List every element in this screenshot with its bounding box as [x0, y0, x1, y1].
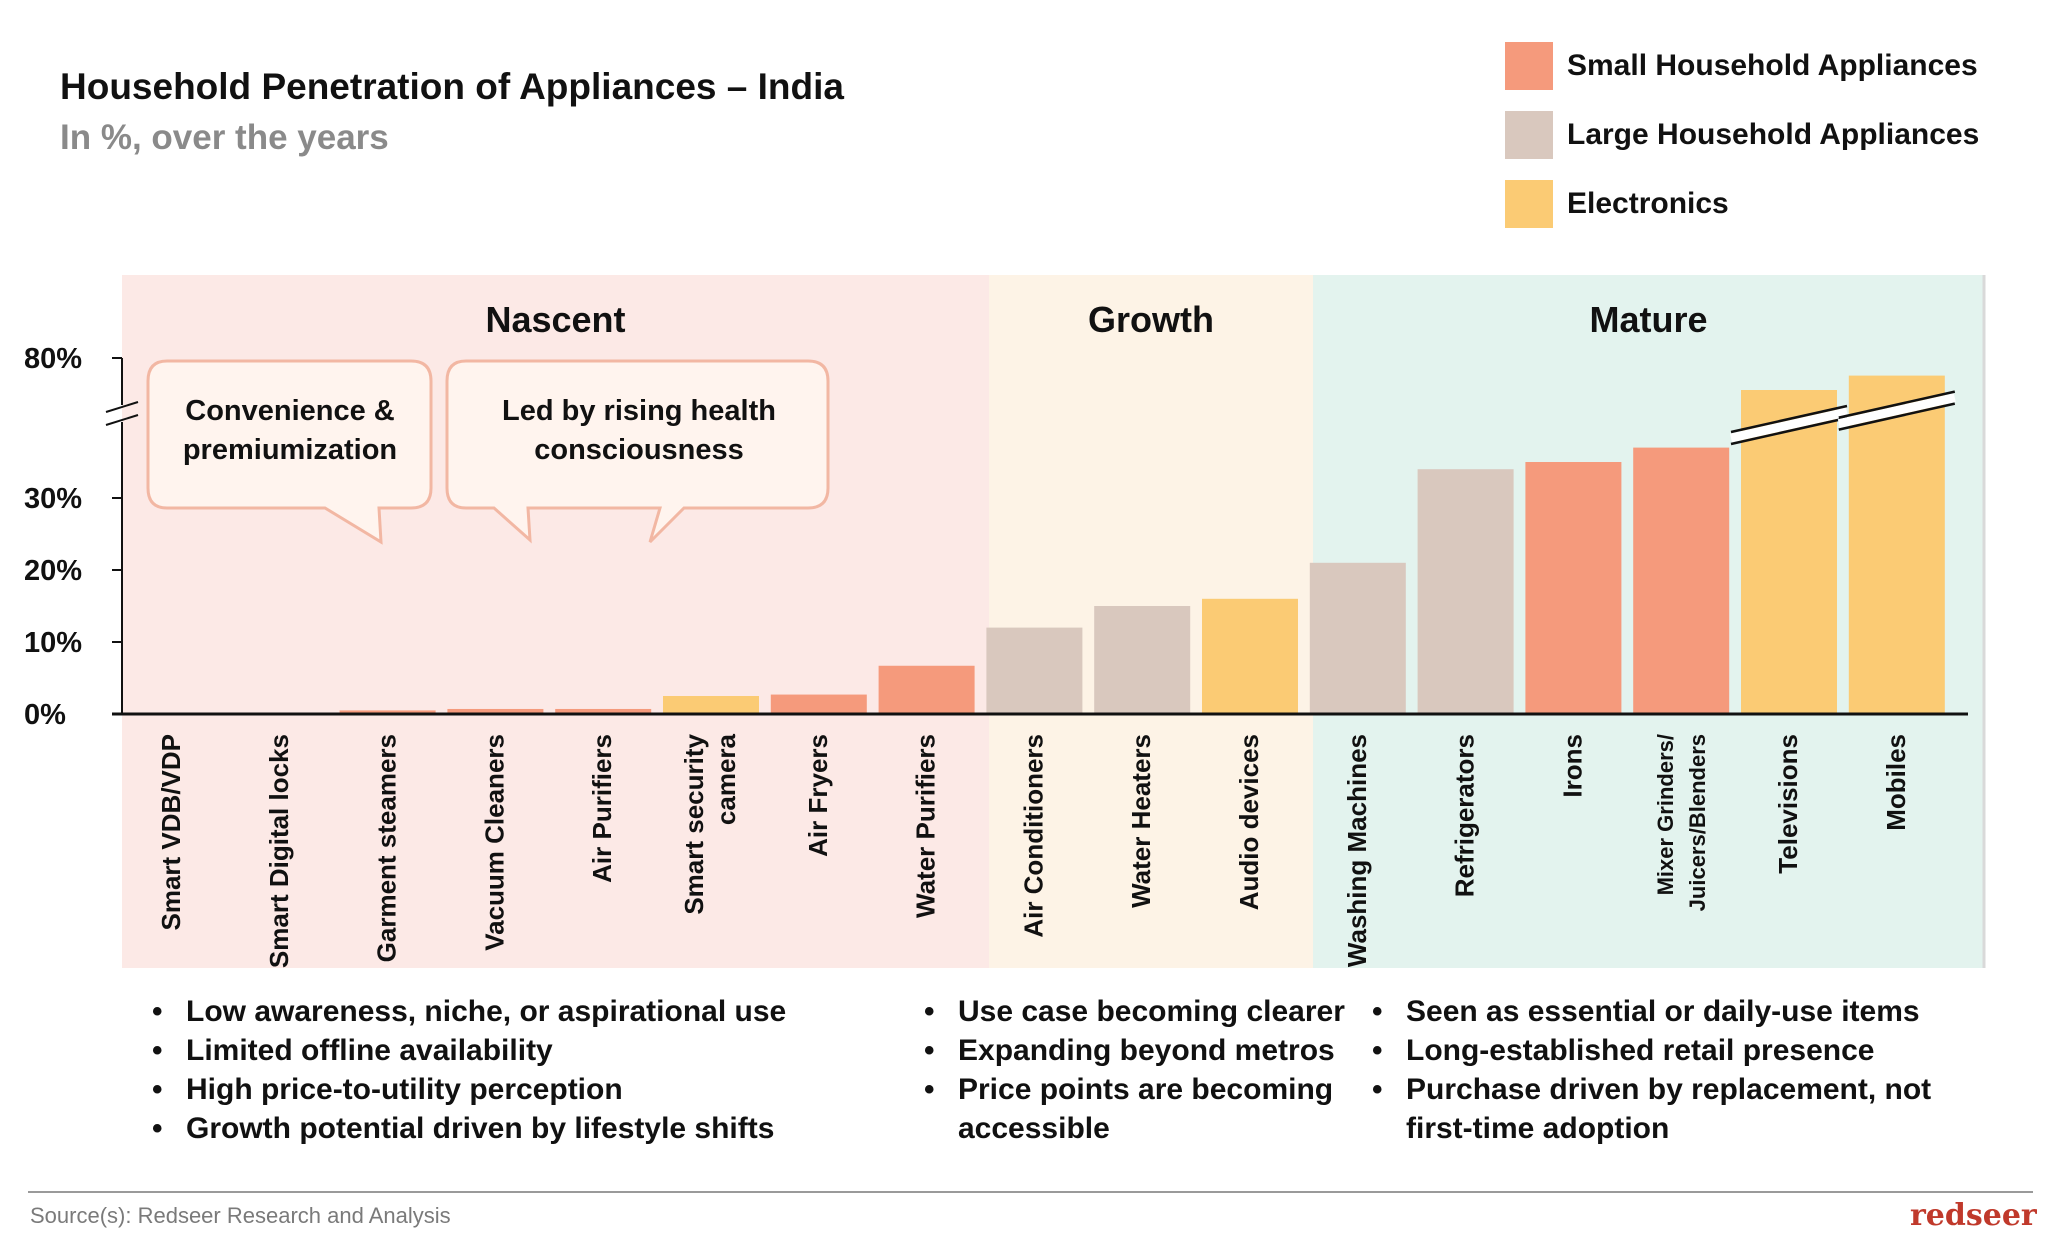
phase-label-growth: Growth — [1088, 299, 1214, 340]
source-note: Source(s): Redseer Research and Analysis — [30, 1203, 451, 1228]
note-growth-3: Price points are becoming — [916, 1070, 1356, 1109]
y-tick-label-10: 10% — [24, 627, 82, 659]
chart-subtitle: In %, over the years — [60, 118, 389, 157]
note-nascent-4: Growth potential driven by lifestyle shi… — [144, 1109, 904, 1148]
bar-break-line1-mobiles — [1838, 390, 1956, 419]
legend-item-large-appliances: Large Household Appliances — [1505, 111, 1979, 159]
bar-refrigerators — [1417, 469, 1514, 714]
y-tick-label-0: 0% — [24, 699, 66, 731]
x-tick-label-garment-steamers: Garment steamers — [372, 734, 402, 962]
bar-washing-machines — [1309, 562, 1406, 714]
x-tick-label-mixer-grinders-juicers-blenders-1: Mixer Grinders/ — [1653, 734, 1678, 895]
callout-health: Led by rising health consciousness — [444, 358, 834, 558]
callout-health-line1: Led by rising health — [502, 395, 776, 427]
bar-mixer-grinders-juicers-blenders — [1633, 447, 1730, 714]
note-mature-3-cont: first-time adoption — [1406, 1112, 1670, 1145]
x-tick-label-air-purifiers: Air Purifiers — [587, 734, 617, 883]
x-tick-label-smart-security-camera-2: camera — [711, 733, 741, 825]
y-axis-break-mark-1 — [105, 401, 139, 413]
x-tick-label-audio-devices: Audio devices — [1234, 734, 1264, 910]
x-tick-label-washing-machines: Washing Machines — [1342, 734, 1372, 967]
callout-convenience-line2: premiumization — [182, 434, 398, 466]
note-growth-3-cont: accessible — [958, 1112, 1110, 1145]
notes-growth: Use case becoming clearer Expanding beyo… — [916, 992, 1356, 1148]
bar-garment-steamers — [339, 710, 436, 714]
legend-item-electronics: Electronics — [1505, 180, 1979, 228]
bar-irons — [1525, 462, 1622, 714]
x-tick-label-smart-security-camera-1: Smart security — [679, 733, 709, 914]
footer-divider — [28, 1191, 2033, 1193]
bar-televisions — [1741, 390, 1837, 714]
legend-swatch-small — [1505, 42, 1553, 90]
x-tick-label-air-conditioners: Air Conditioners — [1018, 734, 1048, 938]
legend-item-small-appliances: Small Household Appliances — [1505, 42, 1979, 90]
y-axis-break-mark-2 — [105, 414, 139, 426]
legend-swatch-electronics — [1505, 180, 1553, 228]
legend-label-large: Large Household Appliances — [1567, 118, 1980, 151]
y-tick-label-30: 30% — [24, 483, 82, 515]
phase-label-nascent: Nascent — [485, 299, 625, 340]
bar-audio-devices — [1202, 598, 1298, 714]
x-tick-label-air-fryers: Air Fryers — [803, 734, 833, 857]
bar-break-gap-televisions — [1730, 407, 1848, 443]
bar-air-conditioners — [986, 627, 1083, 714]
legend-swatch-large — [1505, 111, 1553, 159]
note-nascent-1: Low awareness, niche, or aspirational us… — [144, 992, 904, 1031]
note-nascent-2: Limited offline availability — [144, 1031, 904, 1070]
note-mature-2: Long-established retail presence — [1364, 1031, 2024, 1070]
y-tick-label-80: 80% — [24, 343, 82, 375]
bar-air-fryers — [770, 694, 867, 714]
bar-break-gap-mobiles — [1837, 393, 1956, 428]
notes-nascent: Low awareness, niche, or aspirational us… — [144, 992, 904, 1148]
legend: Small Household Appliances Large Househo… — [1505, 42, 1979, 249]
legend-label-small: Small Household Appliances — [1567, 49, 1978, 82]
note-mature-3: Purchase driven by replacement, not — [1364, 1070, 2024, 1109]
callout-convenience-bubble — [146, 359, 433, 545]
bar-smart-security-camera — [663, 696, 759, 714]
x-tick-label-televisions: Televisions — [1773, 734, 1803, 874]
x-tick-label-smart-digital-locks: Smart Digital locks — [264, 734, 294, 968]
note-mature-1: Seen as essential or daily-use items — [1364, 992, 2024, 1031]
x-tick-label-irons: Irons — [1557, 734, 1587, 798]
bar-break-line2-televisions — [1730, 416, 1848, 446]
note-growth-2: Expanding beyond metros — [916, 1031, 1356, 1070]
x-tick-label-smart-vdb-vdp: Smart VDB/VDP — [156, 734, 186, 931]
callout-health-bubble — [445, 359, 830, 544]
x-tick-label-refrigerators: Refrigerators — [1450, 734, 1480, 897]
bar-water-heaters — [1094, 606, 1191, 714]
x-tick-label-mixer-grinders-juicers-blenders-2: Juicers/Blenders — [1685, 734, 1710, 911]
x-tick-label-mobiles: Mobiles — [1881, 734, 1911, 831]
penetration-bar-chart: Nascent Growth Mature 0% 10% 20% 30% 80% Smart V… — [24, 275, 1986, 968]
x-tick-label-water-purifiers: Water Purifiers — [911, 734, 941, 918]
phase-label-mature: Mature — [1589, 299, 1707, 340]
callout-convenience-line1: Convenience & — [185, 395, 395, 427]
bar-water-purifiers — [878, 665, 975, 714]
bar-break-line1-televisions — [1730, 404, 1848, 434]
callout-health-line2: consciousness — [534, 434, 744, 466]
legend-label-electronics: Electronics — [1567, 187, 1729, 220]
brand-logo: redseer — [1910, 1198, 2037, 1233]
x-tick-label-vacuum-cleaners: Vacuum Cleaners — [479, 734, 509, 951]
callout-convenience: Convenience & premiumization — [145, 358, 435, 558]
y-tick-label-20: 20% — [24, 555, 82, 587]
bar-air-purifiers — [555, 708, 652, 714]
note-nascent-3: High price-to-utility perception — [144, 1070, 904, 1109]
x-tick-label-water-heaters: Water Heaters — [1126, 734, 1156, 908]
notes-mature: Seen as essential or daily-use items Lon… — [1364, 992, 2024, 1148]
bar-vacuum-cleaners — [447, 708, 544, 714]
bar-break-line2-mobiles — [1838, 402, 1956, 431]
bar-mobiles — [1848, 375, 1945, 714]
note-growth-1: Use case becoming clearer — [916, 992, 1356, 1031]
chart-title: Household Penetration of Appliances – In… — [60, 66, 844, 107]
